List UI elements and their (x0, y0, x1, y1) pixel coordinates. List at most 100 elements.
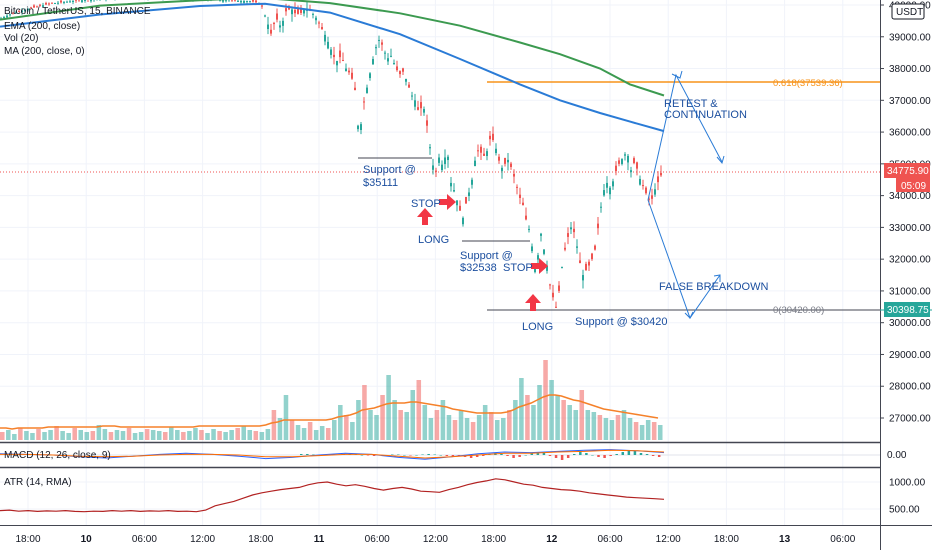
volume-bar (138, 432, 144, 440)
volume-bar (108, 432, 114, 440)
volume-bar (42, 432, 47, 440)
volume-bar (338, 405, 343, 440)
candle-body (567, 233, 569, 237)
candle-body (597, 223, 599, 229)
candle-body (660, 173, 662, 176)
volume-bar (579, 390, 585, 440)
candle-body (21, 10, 23, 13)
candle-body (525, 215, 527, 220)
candle-body (30, 7, 32, 9)
macd-line (0, 449, 665, 459)
volume-bar (657, 425, 663, 440)
currency-button[interactable] (891, 3, 925, 20)
candle-body (291, 9, 293, 15)
macd-hist-bar (627, 450, 631, 455)
candle-body (483, 153, 485, 156)
volume-bar (120, 431, 126, 440)
candle-body (588, 261, 590, 266)
macd-hist-bar (445, 455, 449, 456)
candle-body (564, 247, 566, 250)
volume-bar (54, 426, 59, 440)
macd-hist-bar (609, 455, 612, 456)
candle-body (546, 265, 548, 271)
candle-body (444, 157, 446, 165)
candle-body (570, 227, 572, 230)
candle-body (255, 0, 257, 3)
candle-body (243, 0, 245, 3)
price-tick-label: 34000.00 (889, 191, 931, 202)
candle-body (471, 179, 473, 185)
candle-body (621, 159, 623, 165)
macd-hist-bar (500, 454, 503, 455)
candle-body (264, 15, 266, 17)
candle-body (33, 5, 35, 8)
candle-body (372, 59, 374, 65)
price-tick-label: 37000.00 (889, 96, 931, 107)
candle-body (393, 62, 395, 64)
macd-hist-bar (512, 455, 515, 458)
macd-hist-bar (579, 452, 582, 455)
candle-body (231, 0, 233, 1)
volume-bar (404, 412, 409, 440)
candle-body (45, 2, 47, 5)
macd-hist-bar (372, 455, 376, 456)
volume-bar (651, 422, 657, 440)
volume-bar (181, 432, 186, 440)
volume-bar (277, 418, 283, 440)
macd-hist-bar (597, 455, 600, 457)
price-axis[interactable]: 40000.0039000.0038000.0037000.0036000.00… (880, 1, 931, 425)
volume-bar (295, 425, 301, 440)
volume-bar (422, 405, 428, 440)
volume-bar (60, 431, 65, 440)
volume-bar (169, 427, 174, 440)
candle-body (363, 101, 365, 103)
last-price-tag (884, 163, 930, 178)
volume-bar (434, 410, 440, 440)
ma-200-line (0, 2, 665, 133)
volume-bar (229, 430, 234, 440)
volume-bar (398, 410, 403, 440)
volume-bars (0, 360, 663, 440)
volume-bar (362, 385, 367, 440)
volume-bar (591, 412, 597, 440)
candle-body (435, 170, 437, 172)
candle-body (447, 156, 449, 161)
candle-body (288, 7, 290, 10)
projection-paths[interactable] (647, 70, 725, 320)
volume-bar (144, 429, 150, 440)
macd-hist-bar (518, 455, 521, 457)
candle-body (429, 147, 431, 149)
candle-body (225, 0, 227, 2)
time-axis[interactable]: 18:00 10 06:00 12:00 18:00 11 06:00 12:00 18:00 1… (15, 534, 855, 545)
macd-pane (0, 449, 665, 460)
macd-hist-bar (566, 455, 570, 458)
price-tick-label: 27000.00 (889, 414, 931, 425)
candle-body (228, 0, 230, 2)
candle-body (396, 66, 398, 71)
macd-hist-bar (506, 455, 509, 456)
volume-bar (519, 378, 524, 440)
macd-hist-bar (585, 453, 588, 455)
macd-hist-bar (651, 455, 655, 456)
volume-bar (639, 425, 645, 440)
volume-bar (235, 428, 240, 440)
volume-bar (313, 430, 319, 440)
candle-body (648, 198, 650, 200)
volume-bar (319, 426, 325, 440)
candle-body (603, 190, 605, 196)
volume-bar (325, 428, 331, 440)
volume-bar (392, 400, 397, 440)
volume-bar (24, 431, 29, 440)
support-label-1b: $35111 (363, 177, 398, 189)
volume-bar (223, 432, 228, 440)
candle-body (324, 34, 326, 42)
price-tick-label: 29000.00 (889, 350, 931, 361)
long-arrow-icon (525, 294, 541, 311)
candle-body (330, 49, 332, 55)
candle-body (312, 13, 314, 15)
candle-body (345, 68, 347, 72)
macd-hist-bar (433, 454, 436, 455)
candle-body (510, 163, 512, 168)
atr-axis[interactable]: 1000.00 500.00 (889, 478, 926, 516)
